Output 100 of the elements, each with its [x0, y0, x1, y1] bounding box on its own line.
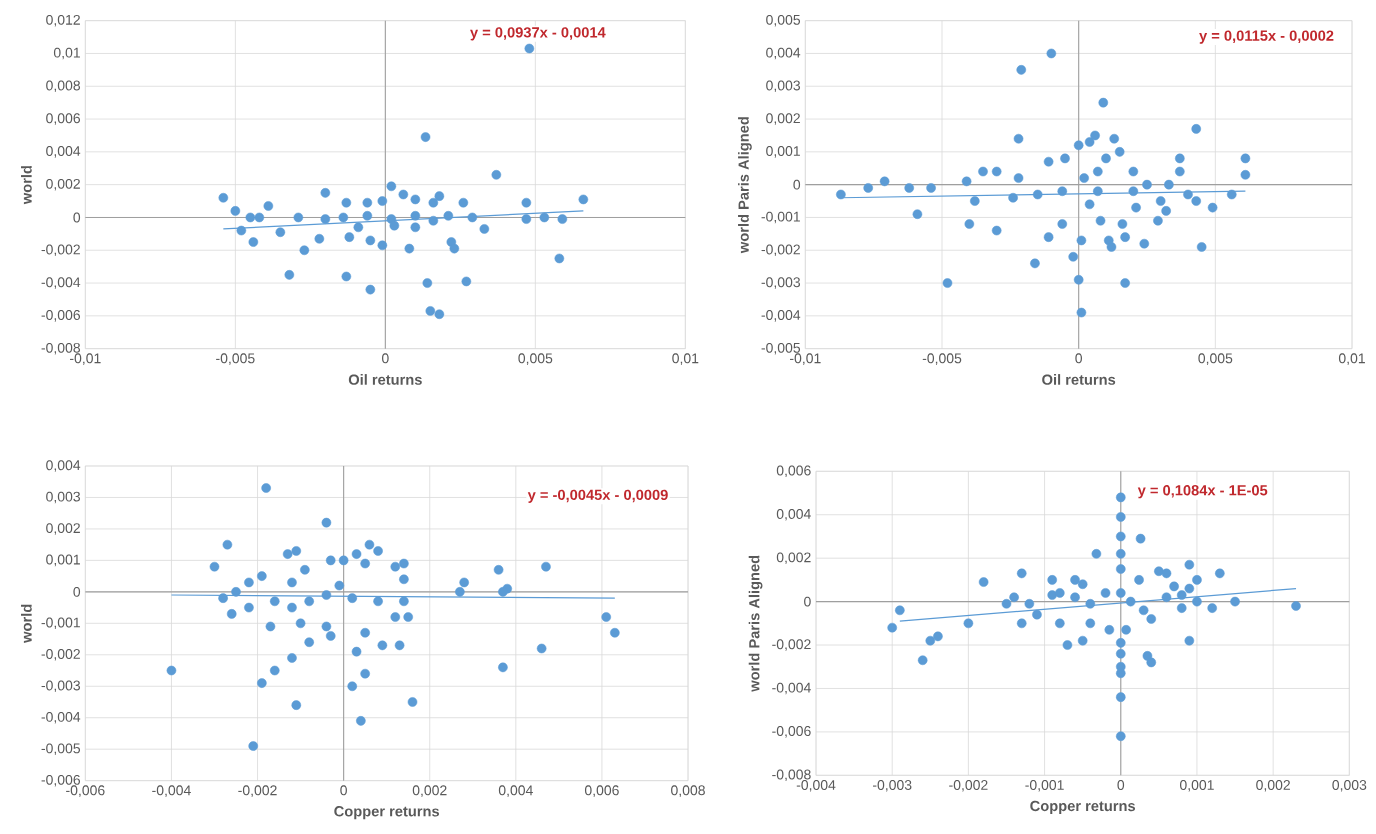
y-tick-label: 0,001 — [46, 554, 80, 567]
x-tick-label: 0,008 — [671, 785, 705, 797]
point — [410, 211, 421, 221]
y-tick-label: 0 — [804, 596, 811, 607]
point — [410, 194, 421, 205]
x-tick-label: 0 — [340, 785, 347, 796]
point — [398, 189, 409, 200]
y-tick-label: -0,004 — [772, 682, 811, 695]
x-tick-label: 0,003 — [1332, 780, 1367, 792]
point — [320, 188, 331, 198]
point — [248, 237, 259, 247]
point — [461, 276, 472, 287]
point — [554, 253, 565, 264]
y-tick-label: -0,004 — [41, 277, 81, 289]
y-tick-label: 0,006 — [46, 113, 81, 125]
point — [449, 243, 460, 254]
y-axis-title: world Paris Aligned — [748, 555, 763, 692]
point — [377, 240, 388, 251]
y-axis-title: world — [21, 166, 32, 205]
point — [434, 191, 445, 201]
x-tick-label: -0,002 — [949, 780, 988, 792]
point — [422, 278, 433, 288]
point — [425, 306, 436, 316]
y-tick-label: 0,003 — [766, 80, 801, 93]
point — [341, 271, 352, 282]
point — [420, 132, 431, 142]
x-axis-title: Copper returns — [334, 806, 440, 820]
point — [386, 181, 397, 192]
x-tick-label: -0,01 — [70, 353, 101, 365]
y-tick-label: -0,003 — [761, 277, 801, 289]
x-tick-label: 0,004 — [498, 785, 533, 797]
y-tick-label: -0,004 — [41, 711, 81, 724]
annotation: y = -0,0045x - 0,0009 — [527, 489, 668, 503]
point — [293, 212, 304, 223]
y-tick-label: -0,008 — [772, 769, 811, 782]
annotation: y = 0,0937x - 0,0014 — [470, 27, 606, 41]
y-tick-label: -0,002 — [761, 244, 800, 257]
y-axis-title: world — [21, 604, 32, 643]
point — [275, 227, 286, 238]
y-tick-label: 0,004 — [46, 146, 81, 158]
point — [467, 212, 478, 223]
point — [491, 170, 502, 180]
y-tick-label: -0,006 — [41, 310, 81, 322]
point — [458, 197, 469, 208]
y-tick-label: 0,002 — [776, 552, 811, 564]
point — [362, 211, 373, 221]
y-tick-label: -0,003 — [41, 680, 81, 693]
point — [521, 214, 532, 224]
point — [377, 196, 388, 206]
y-tick-label: -0,001 — [761, 211, 800, 224]
x-tick-label: -0,003 — [872, 780, 912, 792]
x-tick-label: -0,01 — [790, 353, 821, 365]
y-tick-label: -0,002 — [41, 244, 80, 257]
point — [557, 214, 568, 224]
y-tick-label: 0 — [793, 179, 801, 190]
point — [338, 212, 349, 223]
point — [428, 215, 439, 226]
point — [521, 197, 532, 208]
y-tick-label: 0,01 — [53, 47, 80, 60]
x-axis-title: Oil returns — [348, 374, 422, 385]
point — [353, 222, 364, 233]
x-tick-label: -0,002 — [238, 785, 277, 797]
point — [524, 43, 535, 54]
y-tick-label: -0,004 — [761, 310, 801, 322]
x-tick-label: 0,001 — [1179, 780, 1214, 792]
y-tick-label: -0,006 — [772, 726, 811, 738]
point — [344, 232, 355, 242]
point — [284, 270, 295, 280]
point — [365, 284, 376, 295]
point — [263, 201, 274, 211]
point — [578, 194, 589, 205]
point — [245, 212, 256, 223]
point — [443, 211, 454, 221]
y-tick-label: 0,005 — [766, 14, 801, 27]
y-tick-label: 0,004 — [46, 460, 81, 472]
y-axis-title: world Paris Aligned — [738, 117, 752, 254]
point — [404, 243, 415, 254]
y-tick-label: 0,004 — [766, 47, 801, 60]
point — [299, 245, 310, 256]
y-tick-label: -0,001 — [41, 617, 80, 630]
point — [320, 214, 331, 224]
x-axis-title: Copper returns — [1030, 800, 1136, 815]
point — [236, 225, 247, 236]
point — [230, 206, 241, 216]
y-tick-label: -0,005 — [41, 743, 81, 755]
point — [389, 220, 400, 231]
x-tick-label: 0,002 — [412, 785, 447, 797]
point — [365, 235, 376, 246]
point — [410, 222, 421, 233]
annotation: y = 0,1084x - 1E-05 — [1137, 485, 1268, 499]
x-tick-label: -0,005 — [216, 353, 255, 365]
y-tick-label: -0,002 — [41, 649, 80, 661]
point — [362, 197, 373, 208]
y-tick-label: 0,004 — [776, 508, 811, 521]
y-tick-label: -0,002 — [772, 639, 811, 651]
x-tick-label: 0,01 — [672, 353, 699, 365]
x-axis-title: Oil returns — [1042, 374, 1116, 385]
point — [539, 212, 550, 223]
x-tick-label: -0,001 — [1025, 780, 1064, 792]
point — [314, 233, 325, 244]
